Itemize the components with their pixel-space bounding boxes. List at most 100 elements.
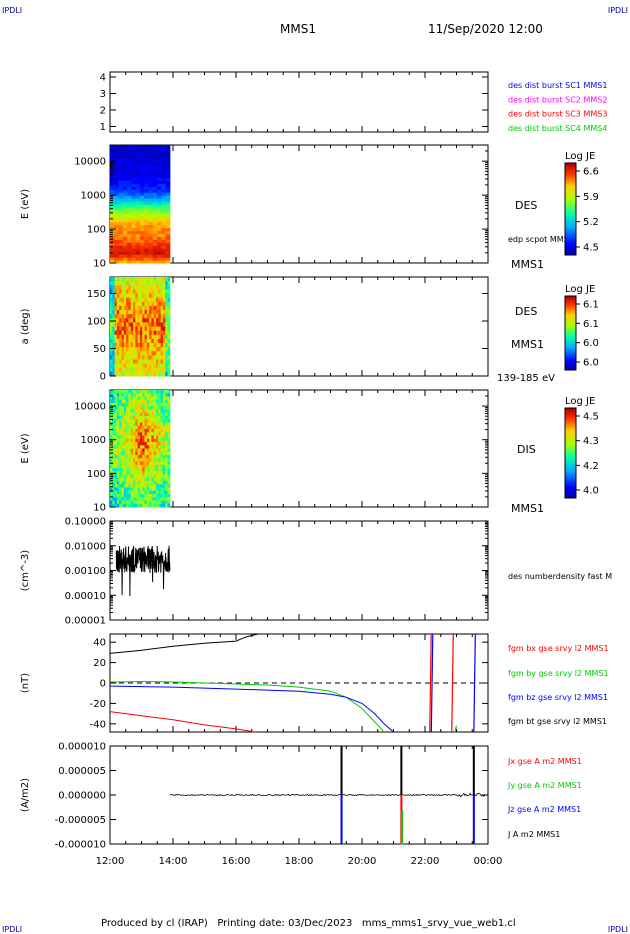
date-title: 11/Sep/2020 12:00 xyxy=(428,22,543,36)
spectrogram-cell-des-energy xyxy=(152,236,158,240)
spectrogram-cell-des-energy xyxy=(139,236,145,240)
spectrogram-cell-des-energy xyxy=(127,177,132,181)
spectrogram-cell-des-pitch xyxy=(112,367,116,373)
spectrogram-cell-des-pitch xyxy=(149,343,152,348)
spectrogram-cell-des-pitch xyxy=(137,310,141,315)
spectrogram-cell-des-pitch xyxy=(153,359,157,365)
spectrogram-cell-des-energy xyxy=(161,224,167,229)
spectrogram-cell-dis-energy xyxy=(139,490,143,495)
spectrogram-cell-dis-energy xyxy=(153,448,157,453)
spectrogram-cell-dis-energy xyxy=(114,471,118,475)
spectrogram-cell-des-pitch xyxy=(112,326,116,332)
spectrogram-cell-dis-energy xyxy=(123,399,127,404)
spectrogram-cell-dis-energy xyxy=(156,458,159,462)
spectrogram-cell-dis-energy xyxy=(130,461,134,466)
spectrogram-cell-des-pitch xyxy=(167,338,171,344)
spectrogram-cell-des-energy xyxy=(144,260,149,264)
spectrogram-cell-dis-energy xyxy=(128,497,132,501)
spectrogram-cell-des-energy xyxy=(118,159,124,164)
spectrogram-cell-dis-energy xyxy=(160,503,164,508)
spectrogram-cell-dis-energy xyxy=(160,403,164,407)
spectrogram-cell-dis-energy xyxy=(160,490,164,495)
y-axis-label-dis_energy: E (eV) xyxy=(20,433,31,463)
spectrogram-cell-dis-energy xyxy=(146,477,150,482)
spectrogram-cell-des-pitch xyxy=(156,322,159,327)
spectrogram-cell-des-pitch xyxy=(130,285,134,290)
spectrogram-cell-dis-energy xyxy=(160,445,164,449)
spectrogram-cell-des-energy xyxy=(110,224,115,229)
spectrogram-cell-des-pitch xyxy=(165,330,169,336)
spectrogram-cell-des-pitch xyxy=(160,343,164,348)
spectrogram-cell-des-pitch xyxy=(112,343,116,348)
spectrogram-cell-des-pitch xyxy=(162,355,166,360)
spectrogram-cell-dis-energy xyxy=(123,494,127,498)
spectrogram-cell-dis-energy xyxy=(167,393,171,397)
spectrogram-cell-dis-energy xyxy=(142,451,146,456)
spectrogram-cell-des-pitch xyxy=(112,310,116,315)
spectrogram-cell-des-energy xyxy=(127,233,132,237)
spectrogram-cell-dis-energy xyxy=(130,474,134,479)
spectrogram-cell-des-energy xyxy=(144,150,149,155)
spectrogram-cell-des-pitch xyxy=(146,338,150,344)
x-tick-label: 00:00 xyxy=(474,856,503,867)
spectrogram-cell-des-energy xyxy=(157,168,162,173)
spectrogram-cell-des-energy xyxy=(144,230,149,234)
spectrogram-cell-des-energy xyxy=(131,159,137,164)
spectrogram-cell-dis-energy xyxy=(156,461,159,466)
spectrogram-cell-dis-energy xyxy=(114,442,118,446)
spectrogram-cell-dis-energy xyxy=(121,416,125,420)
spectrogram-cell-dis-energy xyxy=(119,471,123,475)
spectrogram-cell-des-energy xyxy=(152,245,158,249)
spectrogram-cell-dis-energy xyxy=(158,442,162,446)
spectrogram-cell-des-pitch xyxy=(142,343,146,348)
spectrogram-cell-dis-energy xyxy=(162,497,166,501)
spectrogram-cell-des-energy xyxy=(110,239,115,243)
spectrogram-cell-dis-energy xyxy=(162,487,166,492)
spectrogram-cell-dis-energy xyxy=(153,461,157,466)
spectrogram-cell-dis-energy xyxy=(149,432,152,436)
spectrogram-cell-des-pitch xyxy=(149,293,152,299)
spectrogram-cell-dis-energy xyxy=(121,461,125,466)
spectrogram-cell-dis-energy xyxy=(130,416,134,420)
spectrogram-cell-dis-energy xyxy=(144,390,148,394)
spectrogram-cell-dis-energy xyxy=(158,403,162,407)
spectrogram-cell-des-pitch xyxy=(149,334,152,340)
spectrogram-cell-dis-energy xyxy=(112,416,116,420)
spectrogram-cell-des-pitch xyxy=(133,326,136,332)
spectrogram-cell-dis-energy xyxy=(119,448,123,453)
spectrogram-cell-dis-energy xyxy=(114,464,118,469)
spectrogram-cell-des-energy xyxy=(131,206,137,211)
spectrogram-cell-dis-energy xyxy=(146,468,150,472)
spectrogram-cell-des-pitch xyxy=(137,338,141,344)
spectrogram-cell-dis-energy xyxy=(167,409,171,414)
spectrogram-cell-des-pitch xyxy=(128,330,132,336)
spectrogram-cell-des-energy xyxy=(152,156,158,161)
spectrogram-cell-dis-energy xyxy=(137,494,141,498)
spectrogram-cell-dis-energy xyxy=(110,484,113,488)
spectrogram-cell-dis-energy xyxy=(160,409,164,414)
spectrogram-cell-des-pitch xyxy=(128,363,132,369)
spectrogram-cell-des-energy xyxy=(161,236,167,240)
spectrogram-cell-des-pitch xyxy=(146,367,150,373)
spectrogram-cell-dis-energy xyxy=(123,497,127,501)
spectrogram-cell-des-pitch xyxy=(121,371,125,377)
spectrogram-cell-dis-energy xyxy=(153,503,157,508)
spectrogram-cell-des-pitch xyxy=(162,367,166,373)
spectrogram-cell-dis-energy xyxy=(128,412,132,417)
spectrogram-cell-dis-energy xyxy=(156,419,159,423)
spectrogram-cell-des-energy xyxy=(135,198,141,202)
spectrogram-cell-des-pitch xyxy=(121,351,125,356)
spectrogram-cell-des-pitch xyxy=(158,347,162,352)
spectrogram-cell-des-energy xyxy=(148,195,154,199)
spectrogram-cell-des-energy xyxy=(135,254,141,258)
spectrogram-cell-des-pitch xyxy=(128,301,132,307)
spectrogram-cell-dis-energy xyxy=(137,503,141,508)
spectrogram-cell-dis-energy xyxy=(156,429,159,433)
spectrogram-cell-dis-energy xyxy=(146,442,150,446)
spectrogram-cell-dis-energy xyxy=(153,416,157,420)
spectrogram-cell-des-energy xyxy=(127,174,132,178)
spectrogram-cell-dis-energy xyxy=(144,438,148,443)
spectrogram-cell-des-energy xyxy=(161,156,167,161)
spectrogram-cell-des-pitch xyxy=(146,355,150,360)
spectrogram-cell-des-energy xyxy=(157,192,162,196)
